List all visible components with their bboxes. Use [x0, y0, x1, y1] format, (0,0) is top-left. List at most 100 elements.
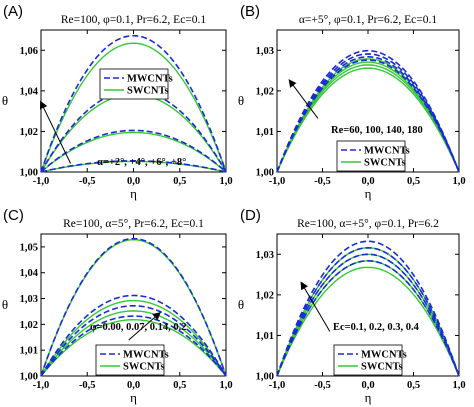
y-tick-label: 1,02: [256, 86, 274, 97]
y-tick-label: 1,06: [20, 46, 38, 57]
x-tick-label: 0,5: [407, 176, 420, 187]
y-tick-label: 1,03: [256, 250, 274, 261]
x-tick-label: -1,0: [269, 176, 286, 187]
y-tick-label: 1,00: [256, 168, 274, 179]
x-tick-label: 1,0: [219, 380, 232, 391]
y-tick-label: 1,02: [20, 127, 38, 138]
chart-title: Re=100, α=5°, Pr=6.2, Ec=0.1: [63, 218, 204, 230]
annotation-arrow: [128, 311, 161, 341]
y-tick-label: 1,03: [20, 294, 38, 305]
series-curve-mwcnts-3: [276, 246, 460, 377]
chart-title: Re=100, φ=0.1, Pr=6.2, Ec=0.1: [61, 14, 207, 26]
panel-d: (D) Re=100, α=+5°, φ=0.1, Pr=6.2 -1,0 -0,5 0…: [238, 207, 466, 405]
annotation-text: φ=0.00, 0.07, 0.14, 0.2: [90, 322, 187, 333]
series-curve-mwcnts-2: [276, 253, 460, 377]
series-curve-swcnts-2: [40, 131, 227, 173]
x-tick-label: -0,5: [79, 176, 96, 187]
x-tick-label: 1,0: [452, 176, 465, 187]
legend-entry-mwcnts: MWCNTs: [364, 146, 410, 157]
annotation-arrow: [40, 100, 72, 164]
legend-entry-mwcnts: MWCNTs: [361, 350, 407, 361]
series-curve-mwcnts-4: [40, 34, 227, 173]
legend-box: [99, 68, 169, 100]
x-tick-label: 0,0: [361, 176, 374, 187]
chart-title: Re=100, α=+5°, φ=0.1, Pr=6.2: [297, 218, 439, 230]
y-tick-label: 1,01: [256, 331, 274, 342]
y-tick-label: 1,02: [20, 320, 38, 331]
series-curve-mwcnts-4: [40, 315, 227, 377]
legend-entry-swcnts: SWCNTs: [361, 362, 403, 373]
series-curve-mwcnts-2: [276, 55, 460, 173]
x-axis-label: η: [365, 186, 372, 201]
x-tick-label: -0,5: [79, 380, 96, 391]
y-tick-label: 1,01: [256, 127, 274, 138]
panel-label: (D): [240, 207, 261, 224]
series-curve-swcnts-2: [276, 64, 460, 173]
panel-label: (A): [3, 3, 23, 20]
x-tick-label: 0,0: [127, 380, 140, 391]
x-tick-label: 0,5: [173, 176, 186, 187]
annotation-arrow: [288, 79, 319, 119]
x-tick-label: 0,0: [361, 380, 374, 391]
x-axis-label: η: [365, 390, 372, 405]
series-curve-swcnts-3: [40, 310, 227, 377]
annotation-arrow: [300, 281, 331, 332]
annotation-text: Ec=0.1, 0.2, 0.3, 0.4: [333, 322, 420, 333]
series-curve-mwcnts-1: [276, 259, 460, 377]
x-tick-label: 1,0: [219, 176, 232, 187]
x-tick-label: 1,0: [452, 380, 465, 391]
y-tick-label: 1,01: [20, 346, 38, 357]
panel-label: (C): [3, 207, 24, 224]
y-axis-label: θ: [238, 297, 244, 312]
y-axis-label: θ: [2, 93, 8, 108]
panel-b: (B) α=+5°, φ=0.1, Pr=6.2, Ec=0.1 -1,0 -0,5 0…: [238, 3, 466, 201]
x-tick-label: -1,0: [33, 176, 50, 187]
panel-label: (B): [240, 3, 260, 20]
series-curve-mwcnts-3: [40, 304, 227, 377]
y-tick-label: 1,04: [20, 86, 39, 97]
series-curve-mwcnts-2: [40, 294, 227, 377]
series-curve-swcnts-1: [276, 67, 460, 173]
legend-entry-mwcnts: MWCNTs: [127, 74, 173, 85]
x-tick-label: 0,0: [127, 176, 140, 187]
y-tick-label: 1,04: [20, 268, 39, 279]
y-axis-label: θ: [2, 297, 8, 312]
x-tick-label: 0,5: [407, 380, 420, 391]
y-tick-label: 1,05: [20, 242, 38, 253]
y-tick-label: 1,03: [256, 46, 274, 57]
series-curve-mwcnts-1: [40, 237, 227, 377]
y-tick-label: 1,00: [20, 372, 38, 383]
legend-box: [333, 344, 403, 376]
series-curve-swcnts-4: [40, 42, 227, 173]
y-tick-label: 1,00: [20, 168, 38, 179]
legend-entry-swcnts: SWCNTs: [364, 158, 406, 169]
x-tick-label: -0,5: [314, 380, 331, 391]
legend-entry-swcnts: SWCNTs: [127, 86, 169, 97]
series-curve-mwcnts-1: [40, 160, 227, 173]
x-tick-label: -1,0: [269, 380, 286, 391]
annotation-text: Re=60, 100, 140, 180: [331, 125, 423, 136]
annotation-text: α=+2°, +4°, +6°, +8°: [97, 157, 186, 168]
x-tick-label: -0,5: [314, 176, 331, 187]
series-curve-swcnts-2: [40, 299, 227, 377]
y-axis-label: θ: [238, 93, 244, 108]
chart-title: α=+5°, φ=0.1, Pr=6.2, Ec=0.1: [299, 14, 437, 26]
series-curve-swcnts-4: [40, 319, 227, 377]
legend-entry-mwcnts: MWCNTs: [123, 350, 169, 361]
series-curve-swcnts-1: [276, 266, 460, 377]
panel-c: (C) Re=100, α=5°, Pr=6.2, Ec=0.1 -1,0 -0,5 0…: [2, 207, 233, 405]
legend-box: [336, 140, 406, 172]
series-curve-mwcnts-3: [276, 53, 460, 173]
panel-a: (A) Re=100, φ=0.1, Pr=6.2, Ec=0.1 -1,0 -0,5…: [2, 3, 233, 201]
y-tick-label: 1,00: [256, 372, 274, 383]
x-axis-label: η: [130, 390, 137, 405]
series-curve-mwcnts-2: [40, 129, 227, 173]
x-tick-label: 0,5: [173, 380, 186, 391]
legend-entry-swcnts: SWCNTs: [123, 362, 165, 373]
y-tick-label: 1,02: [256, 290, 274, 301]
